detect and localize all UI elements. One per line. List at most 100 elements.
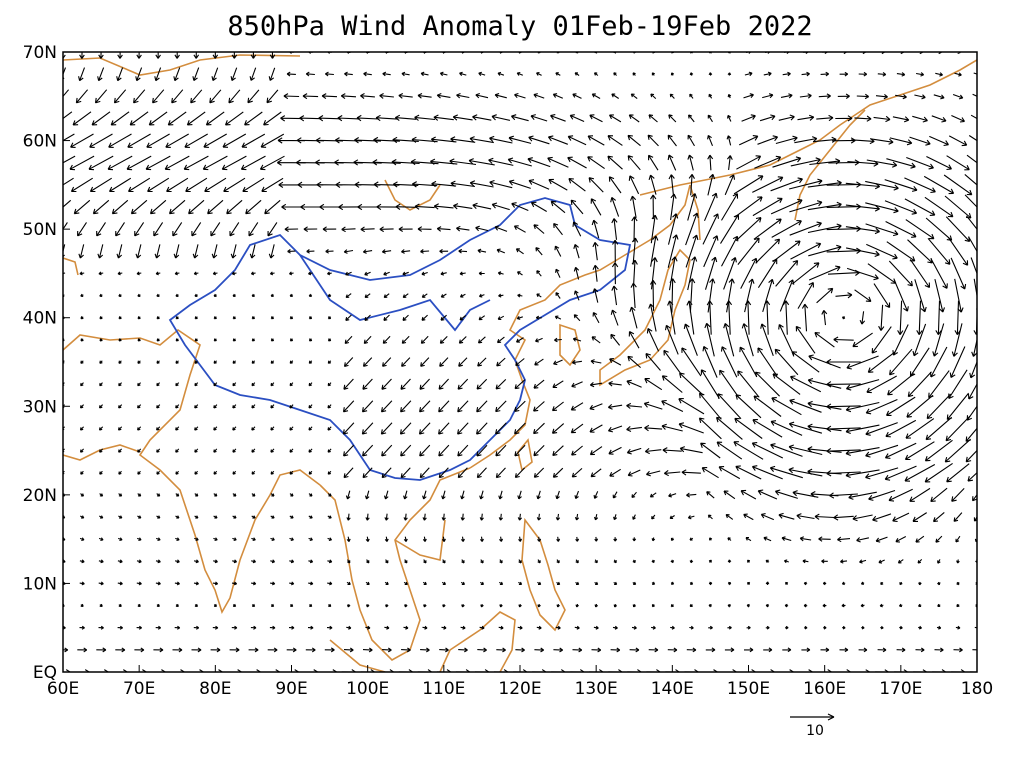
wind-vector (80, 293, 84, 298)
wind-vector (966, 405, 977, 421)
wind-vector (403, 513, 408, 521)
wind-vector (136, 559, 142, 564)
wind-vector (289, 448, 294, 453)
wind-vector (573, 243, 580, 259)
wind-vector (909, 259, 931, 289)
wind-vector (628, 331, 640, 349)
x-tick-label: 60E (47, 679, 79, 699)
wind-vector (171, 89, 184, 104)
wind-vector (553, 359, 563, 366)
wind-vector (574, 490, 580, 500)
wind-vector (457, 422, 469, 435)
wind-vector (807, 377, 842, 389)
wind-vector (592, 242, 599, 261)
wind-vector (498, 625, 504, 630)
wind-vector (137, 293, 141, 298)
china-border (168, 197, 632, 481)
wind-vector (172, 222, 183, 237)
wind-vector (156, 470, 161, 475)
wind-vector (419, 400, 431, 413)
wind-vector (231, 581, 238, 586)
wind-vector (228, 89, 241, 104)
wind-vector (365, 625, 371, 630)
wind-vector (363, 335, 372, 345)
wind-vector (421, 293, 428, 298)
wind-vector (422, 625, 428, 630)
wind-vector (628, 175, 640, 195)
wind-vector (630, 282, 637, 309)
wind-vector (496, 336, 505, 344)
wind-vector (669, 93, 675, 99)
wind-vector (866, 159, 898, 168)
wind-vector (299, 115, 322, 122)
wind-vector (533, 93, 545, 99)
wind-vector (703, 235, 719, 268)
wind-vector (763, 71, 772, 77)
wind-vector (594, 581, 599, 586)
wind-vector (727, 72, 732, 76)
wind-vector (707, 278, 716, 313)
wind-vector (391, 159, 420, 166)
wind-vector (589, 403, 603, 411)
wind-vector (861, 625, 865, 630)
wind-vector (573, 266, 580, 280)
wind-vector (904, 441, 935, 461)
wind-vector (308, 404, 313, 409)
wind-vector (346, 603, 351, 608)
wind-vector (476, 378, 488, 390)
wind-vector (343, 444, 355, 457)
wind-vector (808, 265, 841, 281)
wind-vector (591, 93, 601, 99)
wind-vector (846, 267, 879, 281)
wind-vector (495, 400, 507, 413)
wind-vector (337, 115, 360, 122)
wind-vector (814, 513, 835, 520)
wind-vector (118, 603, 122, 608)
wind-vector (589, 114, 603, 123)
wind-vector (914, 94, 926, 100)
wind-vector (400, 467, 411, 479)
coastline-arabia (63, 444, 141, 461)
wind-vector (153, 647, 164, 653)
wind-vector (156, 493, 161, 497)
wind-vector (289, 338, 294, 342)
wind-vector (905, 219, 935, 240)
wind-vector (916, 72, 925, 77)
wind-vector (904, 464, 936, 482)
wind-vector (136, 52, 142, 59)
wind-vector (477, 647, 487, 653)
wind-vector (727, 114, 732, 122)
wind-vector (288, 625, 295, 630)
wind-vector (871, 326, 892, 354)
wind-vector (607, 155, 623, 170)
wind-vector (118, 448, 123, 453)
wind-vector (63, 89, 70, 98)
wind-vector (286, 71, 296, 77)
wind-vector (108, 133, 132, 148)
wind-vector (289, 271, 294, 276)
wind-vector (723, 257, 737, 290)
x-tick-label: 70E (123, 679, 155, 699)
wind-vector (662, 447, 682, 454)
wind-vector (436, 226, 451, 232)
wind-vector (765, 581, 770, 585)
wind-vector (791, 262, 820, 285)
wind-vector (632, 514, 636, 520)
wind-vector (721, 235, 739, 267)
wind-vector (589, 446, 603, 456)
wind-vector (738, 135, 759, 146)
wind-vector (945, 415, 971, 442)
wind-vector (99, 470, 103, 475)
wind-vector (213, 515, 218, 519)
wind-vector (117, 52, 123, 59)
wind-vector (270, 603, 275, 608)
wind-vector (686, 647, 697, 653)
wind-vector (479, 490, 484, 500)
wind-vector (78, 244, 85, 259)
wind-vector (222, 133, 247, 148)
wind-vector (689, 603, 693, 607)
wind-vector (135, 244, 142, 259)
wind-vector (476, 400, 488, 413)
wind-vector (803, 603, 808, 608)
wind-vector (224, 111, 244, 126)
